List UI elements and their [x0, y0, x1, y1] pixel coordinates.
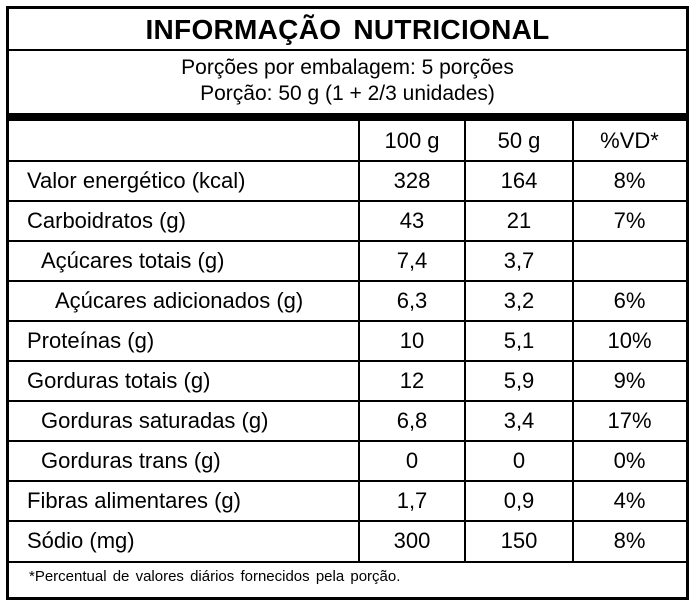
value-per-50g: 3,4	[503, 408, 535, 433]
row-divider	[9, 320, 686, 322]
value-per-100g: 12	[399, 368, 425, 393]
column-divider-3	[572, 121, 574, 561]
serving-info: Porções por embalagem: 5 porções Porção:…	[9, 51, 686, 113]
table-row: Açúcares adicionados (g) 6,3 3,2 6%	[9, 281, 686, 321]
header-per-100g: 100 g	[384, 128, 440, 153]
footnote: *Percentual de valores diários fornecido…	[29, 568, 401, 585]
value-per-100g: 6,8	[396, 408, 428, 433]
daily-value-percent: 9%	[613, 368, 646, 393]
value-per-50g: 5,9	[503, 368, 535, 393]
row-divider	[9, 160, 686, 162]
column-divider-2	[464, 121, 466, 561]
value-per-50g: 0,9	[503, 488, 535, 513]
nutrient-name: Fibras alimentares (g)	[27, 488, 241, 513]
value-per-100g: 6,3	[396, 288, 428, 313]
daily-value-percent: 10%	[607, 328, 652, 353]
daily-value-percent: 17%	[607, 408, 652, 433]
table-row: Sódio (mg) 300 150 8%	[9, 521, 686, 561]
value-per-50g: 3,7	[503, 248, 535, 273]
nutrient-name: Valor energético (kcal)	[27, 168, 246, 193]
nutrient-name: Açúcares totais (g)	[41, 248, 225, 273]
column-divider-1	[358, 121, 360, 561]
header-daily-value: %VD*	[600, 128, 659, 153]
daily-value-percent: 7%	[613, 208, 646, 233]
row-divider	[9, 200, 686, 202]
table-row: Gorduras saturadas (g) 6,8 3,4 17%	[9, 401, 686, 441]
value-per-100g: 0	[405, 448, 419, 473]
row-divider	[9, 440, 686, 442]
nutrient-name: Gorduras trans (g)	[41, 448, 221, 473]
value-per-100g: 328	[393, 168, 431, 193]
row-divider	[9, 240, 686, 242]
value-per-100g: 300	[393, 528, 431, 553]
nutrient-name: Gorduras saturadas (g)	[41, 408, 269, 433]
table-row: Valor energético (kcal) 328 164 8%	[9, 161, 686, 201]
value-per-50g: 0	[512, 448, 526, 473]
value-per-100g: 43	[399, 208, 425, 233]
nutrient-name: Sódio (mg)	[27, 528, 135, 553]
nutrient-name: Gorduras totais (g)	[27, 368, 211, 393]
table-row: Gorduras trans (g) 0 0 0%	[9, 441, 686, 481]
title-divider	[9, 49, 686, 51]
header-nutrient	[9, 121, 359, 161]
nutrient-name: Açúcares adicionados (g)	[55, 288, 304, 313]
daily-value-percent: 4%	[613, 488, 646, 513]
value-per-50g: 3,2	[503, 288, 535, 313]
row-divider	[9, 480, 686, 482]
value-per-50g: 5,1	[503, 328, 535, 353]
daily-value-percent	[573, 241, 686, 281]
value-per-100g: 1,7	[396, 488, 428, 513]
row-divider	[9, 360, 686, 362]
value-per-50g: 164	[500, 168, 538, 193]
label-title: INFORMAÇÃO NUTRICIONAL	[145, 14, 550, 45]
row-divider	[9, 400, 686, 402]
table-row: Proteínas (g) 10 5,1 10%	[9, 321, 686, 361]
daily-value-percent: 8%	[613, 528, 646, 553]
serving-divider	[9, 113, 686, 121]
table-row: Carboidratos (g) 43 21 7%	[9, 201, 686, 241]
table-row: Fibras alimentares (g) 1,7 0,9 4%	[9, 481, 686, 521]
daily-value-percent: 0%	[613, 448, 646, 473]
table-header-row: 100 g 50 g %VD*	[9, 121, 686, 161]
value-per-100g: 10	[399, 328, 425, 353]
row-divider	[9, 520, 686, 522]
serving-size: Porção: 50 g (1 + 2/3 unidades)	[200, 82, 495, 105]
nutrition-facts-label: INFORMAÇÃO NUTRICIONAL Porções por embal…	[6, 6, 689, 600]
footnote-divider	[9, 561, 686, 563]
servings-per-package: Porções por embalagem: 5 porções	[181, 56, 514, 79]
nutrient-name: Carboidratos (g)	[27, 208, 186, 233]
table-row: Açúcares totais (g) 7,4 3,7	[9, 241, 686, 281]
row-divider	[9, 280, 686, 282]
daily-value-percent: 6%	[613, 288, 646, 313]
table-row: Gorduras totais (g) 12 5,9 9%	[9, 361, 686, 401]
header-per-50g: 50 g	[497, 128, 541, 153]
nutrient-name: Proteínas (g)	[27, 328, 155, 353]
value-per-100g: 7,4	[396, 248, 428, 273]
value-per-50g: 21	[506, 208, 532, 233]
value-per-50g: 150	[500, 528, 538, 553]
daily-value-percent: 8%	[613, 168, 646, 193]
